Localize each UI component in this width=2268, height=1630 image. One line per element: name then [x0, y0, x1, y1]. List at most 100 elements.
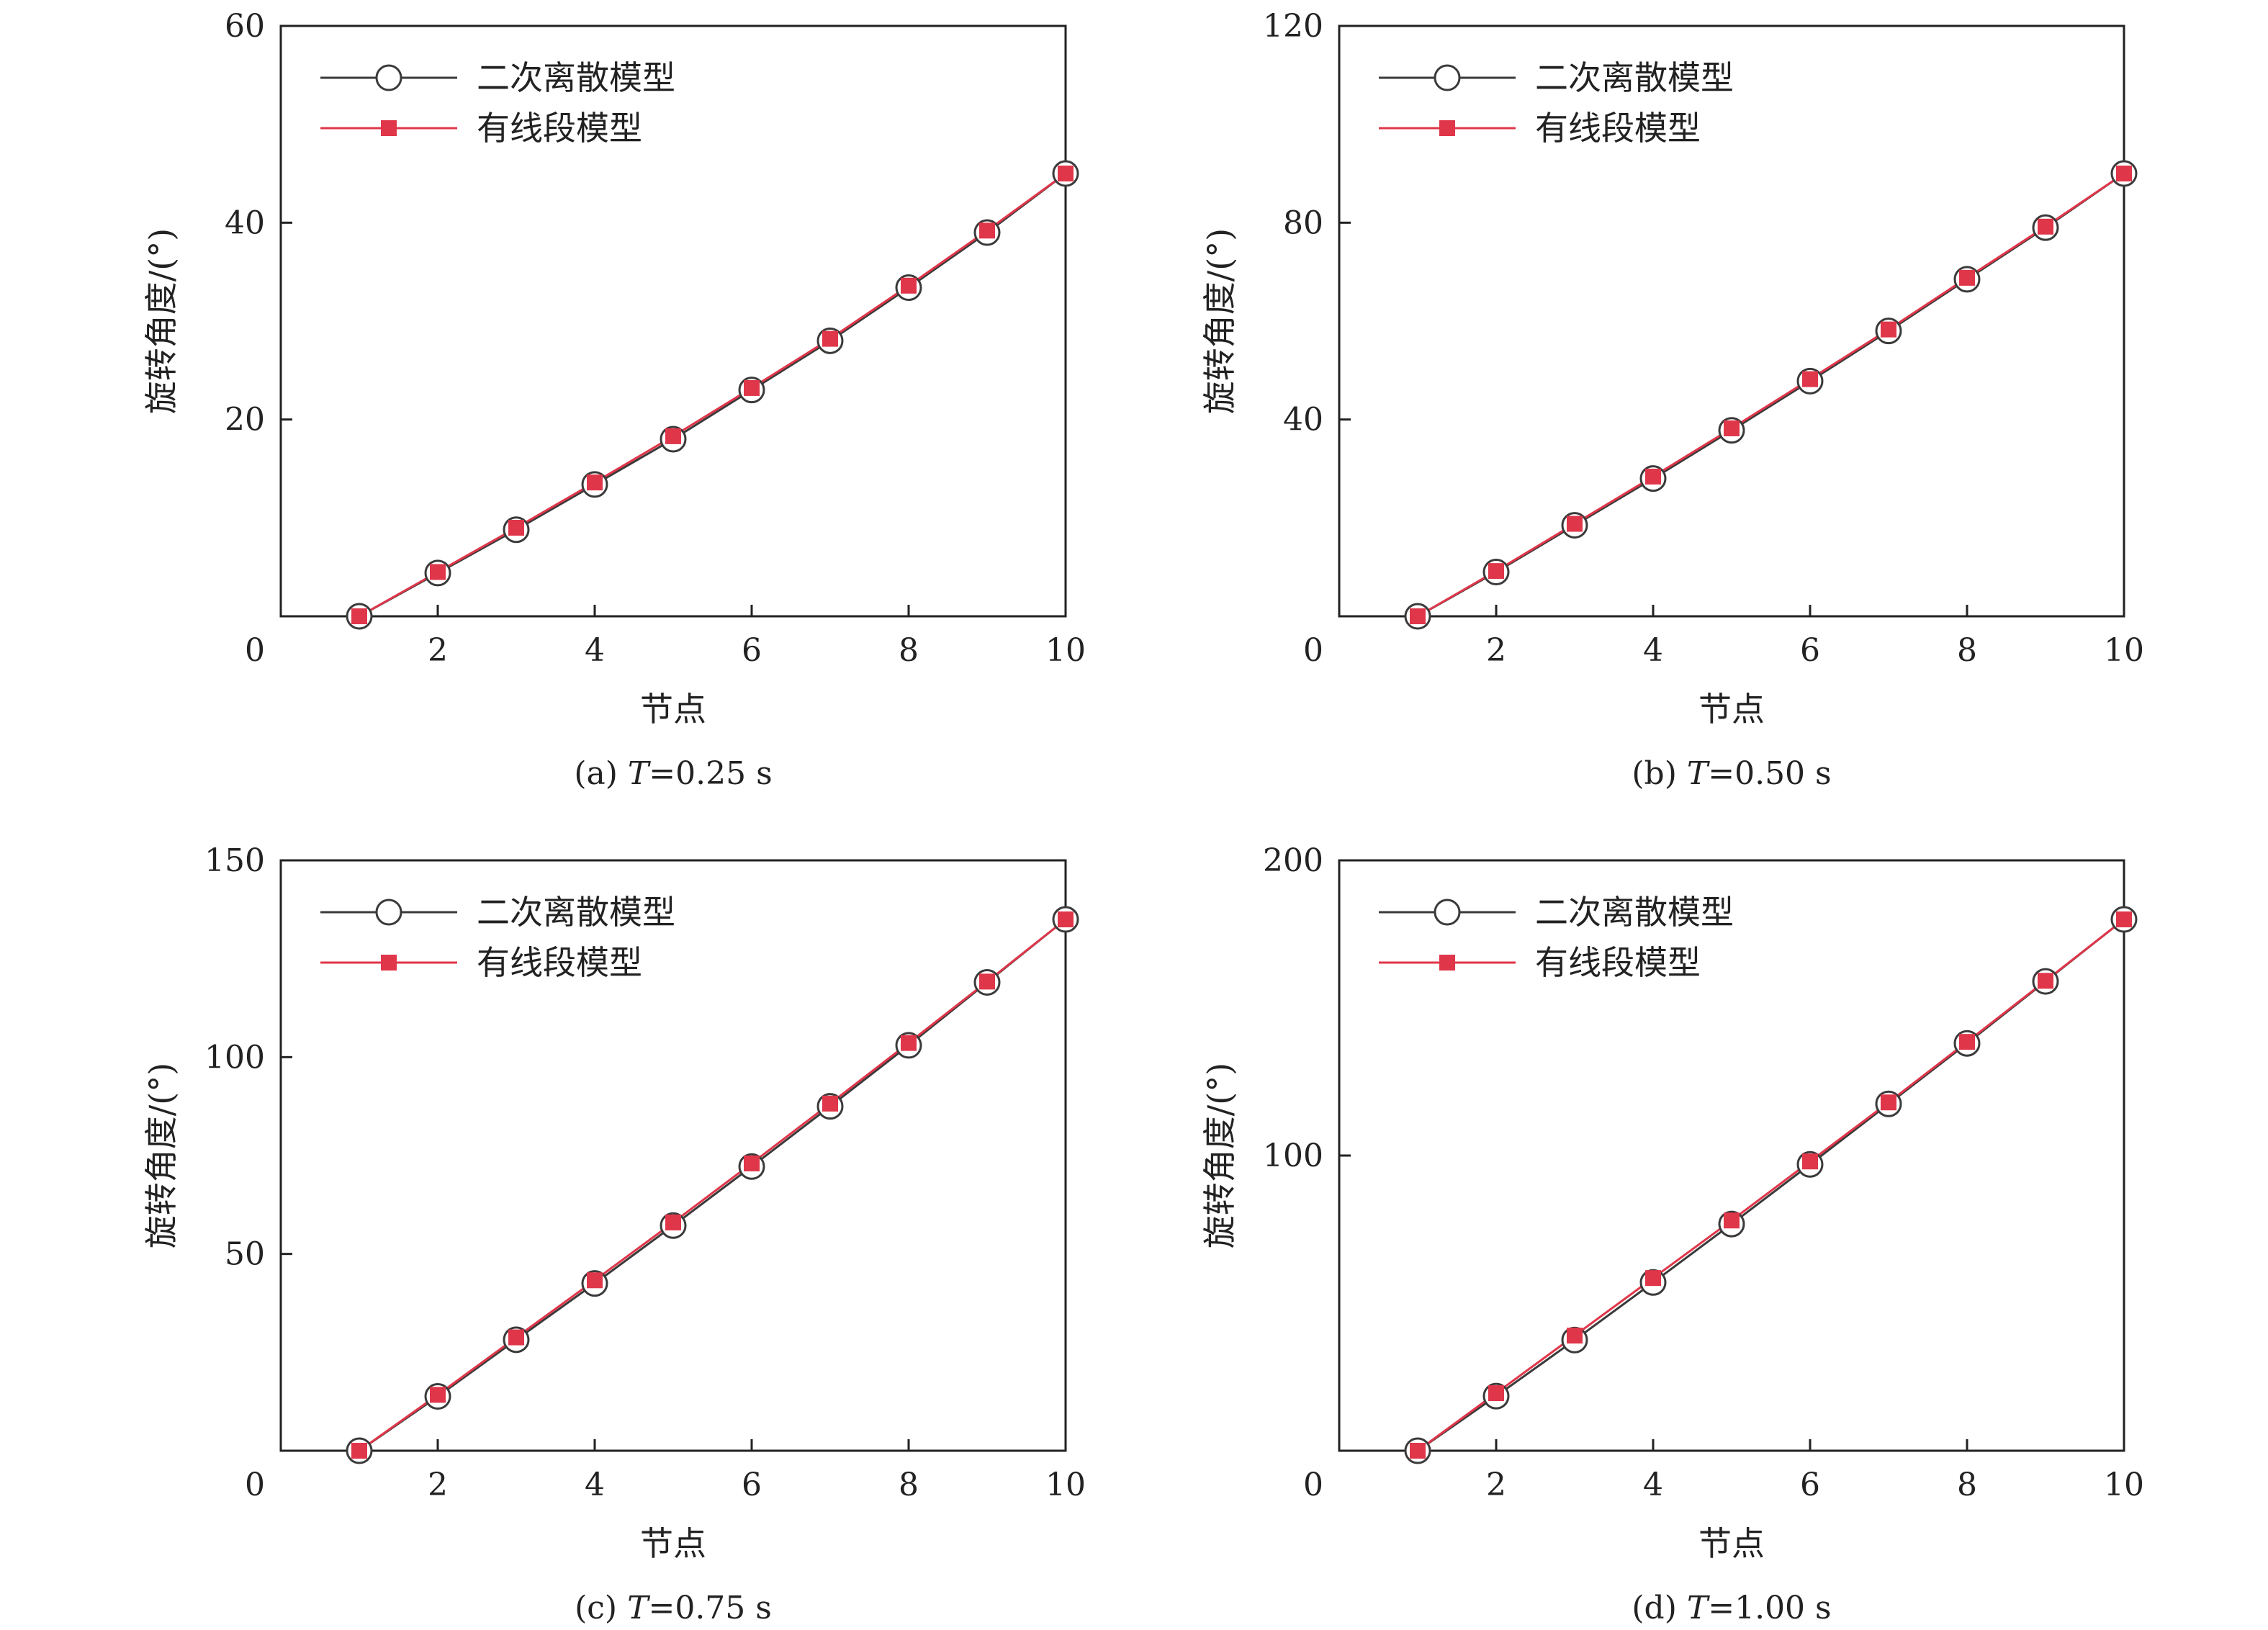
data-point-square: [744, 1155, 760, 1171]
x-tick-label: 4: [585, 632, 605, 669]
x-tick-label: 4: [1643, 632, 1663, 669]
data-point-square: [665, 428, 681, 444]
panel-caption: (c) T=0.75 s: [575, 1590, 772, 1626]
chart-panel: 0 2 4 6 8 10 50 100 150 节点 旋转角度/(°) (c) T=0.75 s 二次离…: [142, 842, 1086, 1626]
caption-variable: T: [1687, 755, 1711, 792]
data-point-square: [901, 277, 917, 294]
legend-marker-square: [381, 955, 397, 971]
panel-caption: (b) T=0.50 s: [1632, 755, 1831, 792]
x-tick-label: 6: [742, 632, 762, 669]
data-point-square: [1410, 608, 1426, 624]
y-axis-label: 旋转角度/(°): [142, 1063, 181, 1248]
series-line: [1417, 172, 2125, 618]
legend-marker-circle: [375, 64, 402, 91]
panel-caption: (a) T=0.25 s: [574, 755, 772, 792]
data-point-square: [508, 520, 524, 536]
legend-marker-circle: [375, 899, 402, 926]
caption-variable: T: [628, 755, 652, 792]
legend-marker-square: [1439, 120, 1455, 136]
y-tick-label: 40: [225, 204, 265, 241]
x-tick-label: 0: [1303, 632, 1323, 669]
data-point-square: [1567, 515, 1583, 532]
data-point-square: [744, 379, 760, 396]
x-tick-label: 0: [245, 632, 265, 669]
data-point-square: [508, 1329, 524, 1346]
caption-value: =1.00 s: [1708, 1590, 1831, 1626]
x-tick-label: 2: [1486, 632, 1506, 669]
legend-marker-square: [1439, 955, 1455, 971]
data-point-square: [2038, 973, 2053, 989]
x-tick-label: 10: [1045, 632, 1086, 669]
data-point-square: [430, 564, 446, 580]
legend-label: 有线段模型: [477, 109, 642, 148]
legend-label: 二次离散模型: [1535, 893, 1734, 932]
legend-marker-circle: [1434, 64, 1461, 91]
caption-prefix: (d): [1632, 1590, 1686, 1626]
series-line: [359, 918, 1066, 1452]
y-tick-label: 40: [1283, 402, 1323, 438]
series-line: [1417, 918, 2125, 1452]
x-tick-label: 10: [1045, 1467, 1086, 1503]
plot-frame: [279, 859, 1067, 1452]
data-point-square: [979, 973, 995, 990]
data-point-square: [2038, 218, 2053, 235]
data-point-square: [901, 1035, 917, 1051]
x-tick-label: 2: [1486, 1467, 1506, 1503]
chart-panel: 0 2 4 6 8 10 100 200 节点 旋转角度/(°) (d) T=1.00 s 二次离散模…: [1200, 842, 2144, 1626]
data-point-square: [351, 1443, 367, 1459]
y-tick-label: 80: [1283, 204, 1323, 241]
data-point-square: [2116, 166, 2132, 181]
data-point-square: [587, 1272, 603, 1289]
data-point-square: [979, 222, 995, 239]
x-tick-label: 2: [428, 1467, 448, 1503]
series-line: [359, 172, 1066, 618]
data-point-square: [1058, 911, 1074, 927]
data-point-square: [1802, 371, 1818, 387]
series-line: [359, 172, 1066, 618]
data-point-square: [822, 1095, 838, 1112]
x-tick-label: 8: [899, 632, 919, 669]
data-point-square: [1645, 1270, 1661, 1287]
caption-prefix: (b): [1632, 755, 1686, 792]
series-line: [1417, 172, 2125, 618]
y-tick-label: 100: [1263, 1138, 1323, 1174]
x-tick-label: 8: [899, 1467, 919, 1503]
x-tick-label: 2: [428, 632, 448, 669]
data-point-square: [1881, 321, 1896, 338]
caption-value: =0.50 s: [1708, 755, 1831, 792]
caption-variable: T: [627, 1590, 651, 1626]
x-tick-label: 8: [1957, 1467, 1977, 1503]
caption-value: =0.25 s: [649, 755, 772, 792]
series-line: [359, 918, 1066, 1452]
legend-label: 二次离散模型: [1535, 58, 1734, 97]
data-point-square: [1724, 420, 1740, 436]
data-point-square: [665, 1214, 681, 1230]
data-point-square: [1959, 1034, 1975, 1050]
x-tick-label: 6: [742, 1467, 762, 1503]
y-tick-label: 150: [204, 842, 265, 879]
x-axis-label: 节点: [1698, 690, 1765, 729]
data-point-square: [351, 608, 367, 624]
caption-prefix: (c): [575, 1590, 627, 1626]
data-point-square: [1724, 1212, 1740, 1229]
caption-variable: T: [1687, 1590, 1711, 1626]
caption-prefix: (a): [574, 755, 628, 792]
data-point-square: [822, 330, 838, 347]
y-tick-label: 20: [225, 402, 265, 438]
data-point-square: [1567, 1328, 1583, 1344]
legend-label: 二次离散模型: [477, 893, 675, 932]
data-point-square: [2116, 911, 2132, 927]
legend-label: 有线段模型: [1535, 109, 1701, 148]
x-axis-label: 节点: [1698, 1524, 1765, 1563]
data-point-square: [1058, 166, 1074, 181]
plot-frame: [1338, 859, 2125, 1452]
series-line: [1417, 918, 2125, 1452]
chart-panel: 0 2 4 6 8 10 20 40 60 节点 旋转角度/(°) (a) T=0.25 s 二次离散模…: [142, 8, 1086, 792]
legend-label: 二次离散模型: [477, 58, 675, 97]
data-point-square: [1488, 563, 1504, 580]
plot-frame: [1338, 24, 2125, 618]
data-point-square: [1881, 1094, 1896, 1111]
caption-value: =0.75 s: [648, 1590, 771, 1626]
x-tick-label: 6: [1800, 632, 1820, 669]
